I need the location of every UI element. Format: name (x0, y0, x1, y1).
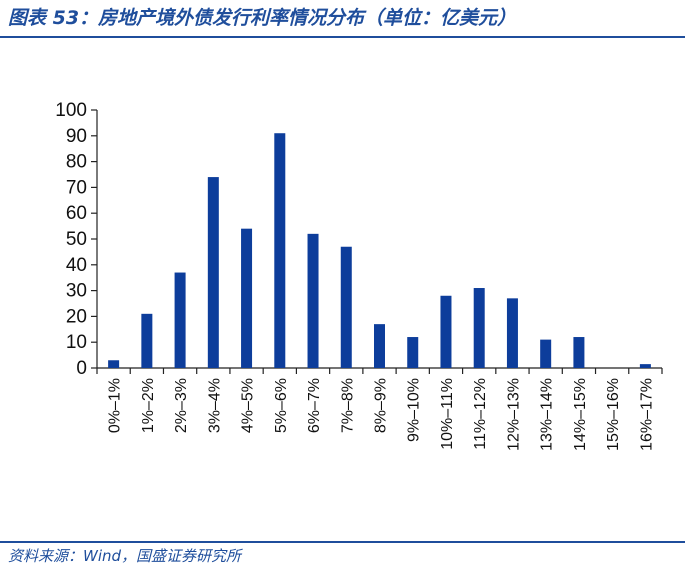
source-note: 资料来源：Wind，国盛证券研究所 (8, 547, 242, 565)
x-tick-label: 2%–3% (173, 378, 190, 433)
x-tick-label: 16%–17% (638, 378, 655, 451)
x-tick-label: 14%–15% (572, 378, 589, 451)
bar (540, 339, 552, 368)
y-tick-label: 20 (66, 306, 87, 327)
x-tick-label: 5%–6% (273, 378, 290, 433)
x-tick-label: 4%–5% (240, 378, 257, 433)
title-divider (0, 36, 685, 38)
y-tick-label: 60 (66, 203, 87, 224)
x-tick-label: 7%–8% (339, 378, 356, 433)
chart-title: 图表 53：房地产境外债发行利率情况分布（单位：亿美元） (8, 7, 517, 29)
x-tick-label: 13%–14% (539, 378, 556, 451)
y-tick-label: 30 (66, 281, 87, 302)
bar (174, 272, 186, 368)
x-tick-label: 15%–16% (605, 378, 622, 451)
bar (639, 364, 651, 368)
x-tick-label: 11%–12% (472, 378, 489, 450)
y-tick-label: 0 (76, 358, 87, 379)
x-tick-label: 12%–13% (505, 378, 522, 451)
bar-series (108, 133, 651, 368)
bar (274, 133, 286, 368)
y-axis: 0 10 20 30 40 50 60 70 80 90 100 (55, 100, 98, 379)
x-tick-label: 10%–11% (439, 378, 456, 450)
footer-divider (0, 541, 685, 543)
y-tick-label: 10 (66, 332, 87, 353)
bar (440, 295, 452, 368)
x-axis: 0%–1% 1%–2% 2%–3% 3%–4% 4%–5% 5%–6% 6%–7% 7%–8%… (96, 367, 663, 451)
x-tick-label: 6%–7% (306, 378, 323, 433)
x-tick-label: 1%–2% (140, 378, 157, 433)
bar (473, 288, 485, 368)
y-tick-label: 80 (66, 152, 87, 173)
x-tick-label: 0%–1% (107, 378, 124, 433)
bar (141, 313, 153, 368)
y-tick-label: 50 (66, 229, 87, 250)
x-tick-label: 8%–9% (373, 378, 390, 433)
bar (340, 246, 352, 368)
y-tick-label: 70 (66, 177, 87, 198)
bar (307, 233, 319, 368)
bar (374, 324, 385, 368)
x-tick-label: 9%–10% (406, 378, 423, 442)
bar (506, 298, 518, 368)
bar (241, 228, 253, 368)
bar (407, 337, 419, 368)
x-tick-label: 3%–4% (206, 378, 223, 433)
bar (573, 337, 585, 368)
y-tick-label: 100 (55, 100, 87, 121)
bar (108, 360, 120, 368)
bar (207, 177, 219, 368)
y-tick-label: 40 (66, 255, 87, 276)
y-tick-label: 90 (66, 126, 87, 147)
